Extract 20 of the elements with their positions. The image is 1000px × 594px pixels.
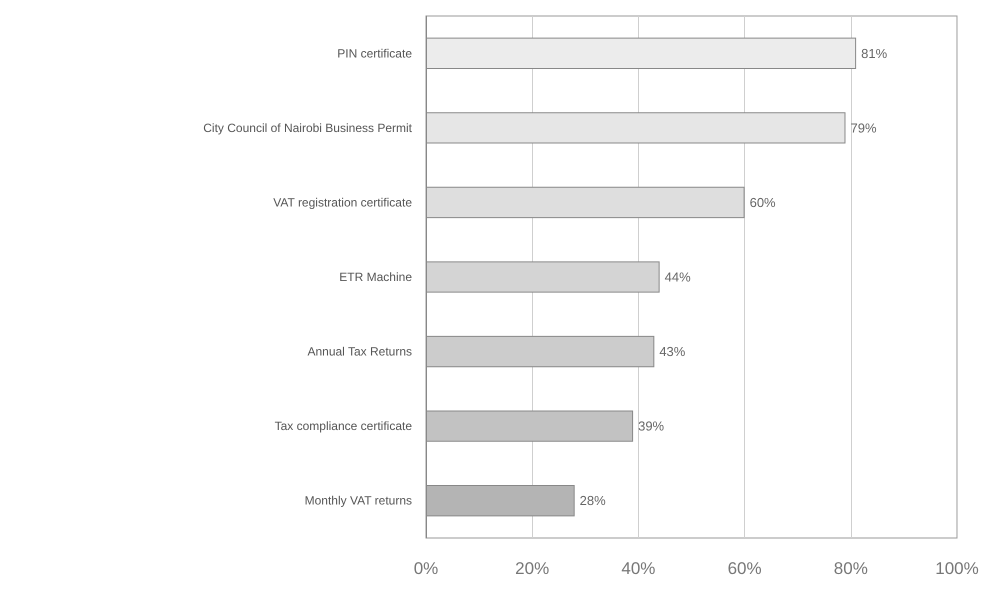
data-label: 44% [664, 270, 692, 284]
y-tick-label: ETR Machine [339, 270, 412, 284]
x-tick-label: 20% [515, 559, 550, 578]
y-tick-label: Tax compliance certificate [274, 419, 412, 434]
data-label: 28% [580, 493, 606, 508]
data-label: 60% [750, 194, 776, 210]
data-label: 79% [850, 120, 877, 136]
y-tick-label: VAT registration certificate [273, 195, 412, 210]
data-label: 39% [638, 418, 665, 434]
y-tick-label: City Council of Nairobi Business Permit [203, 120, 413, 135]
data-label: 43% [659, 344, 686, 360]
x-tick-label: 40% [621, 559, 656, 578]
x-tick-label: 100% [935, 559, 979, 578]
data-label: 81% [861, 46, 888, 61]
x-tick-label: 60% [728, 559, 762, 578]
y-tick-label: PIN certificate [337, 46, 412, 60]
y-tick-label: Monthly VAT returns [304, 494, 412, 508]
y-tick-label: Annual Tax Returns [307, 344, 412, 359]
x-tick-label: 0% [414, 559, 438, 578]
x-tick-label: 80% [834, 559, 868, 578]
